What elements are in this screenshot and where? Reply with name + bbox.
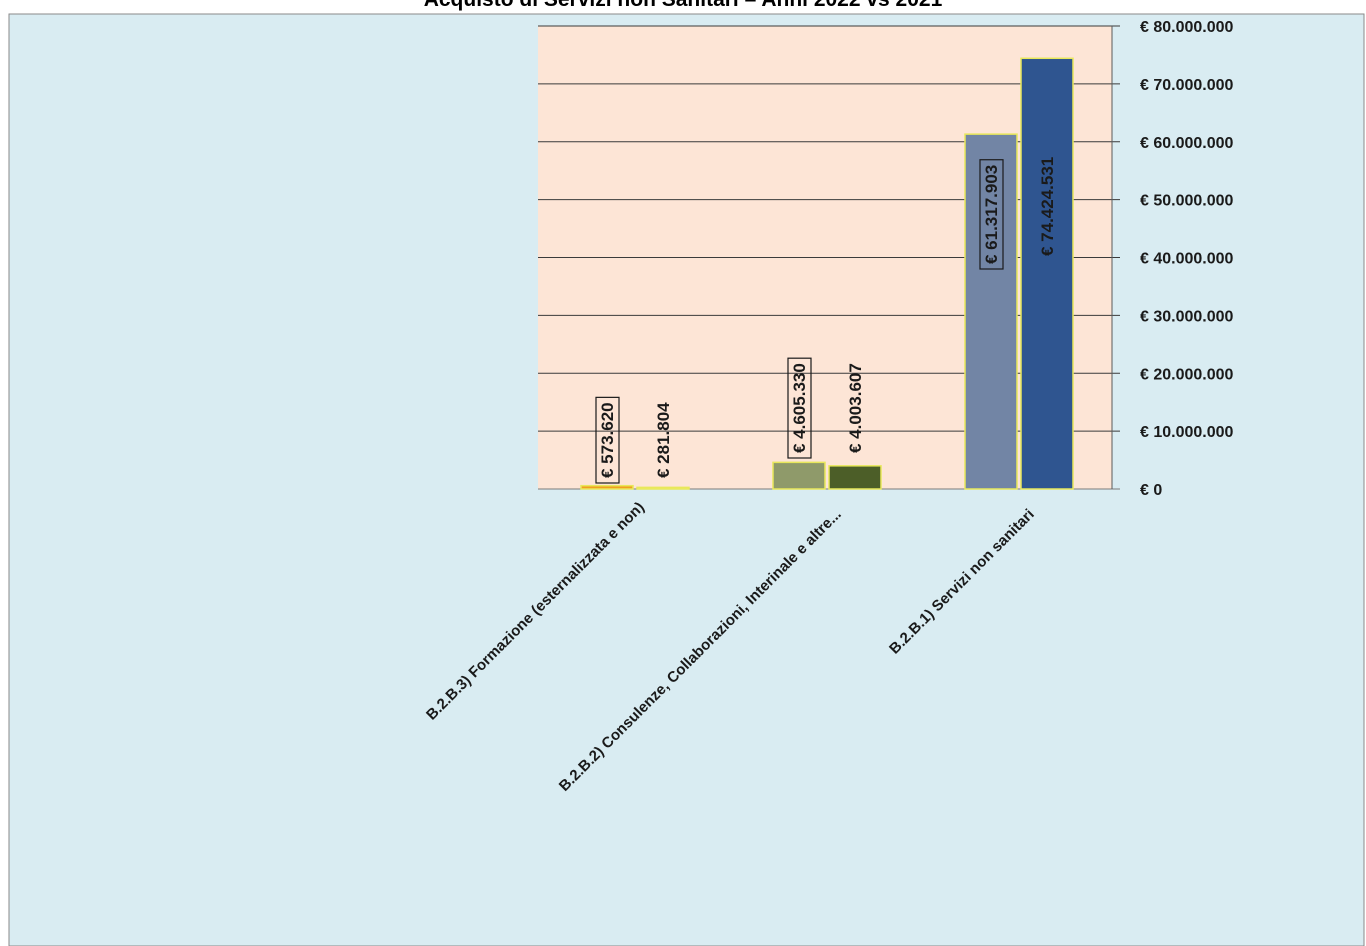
data-label: € 61.317.903 [982, 165, 1001, 264]
y-tick-label: € 40.000.000 [1140, 251, 1234, 268]
data-label-box [787, 357, 812, 459]
y-tick-label: € 10.000.000 [1140, 424, 1234, 441]
data-label: € 74.424.531 [1038, 157, 1057, 256]
bar-series2-2 [1020, 57, 1074, 490]
data-label-group: € 74.424.531 [1038, 157, 1057, 256]
bar-series2-1 [828, 465, 882, 490]
data-label: € 573.620 [598, 402, 617, 478]
data-label-group: € 573.620 [595, 396, 620, 484]
y-tick-label: € 20.000.000 [1140, 366, 1234, 383]
data-label-box [595, 396, 620, 484]
data-labels: € 573.620 € 281.804 € 4.605.330 € 4.003.607… [595, 157, 1057, 484]
bar-series2-0 [636, 486, 690, 490]
y-axis-ticks: € 0 € 10.000.000 € 20.000.000 € 30.000.000 €… [1140, 19, 1234, 499]
y-tick-label: € 50.000.000 [1140, 193, 1234, 210]
data-label-group: € 61.317.903 [979, 159, 1004, 270]
y-tick-label: € 30.000.000 [1140, 308, 1234, 325]
y-tick-label: € 60.000.000 [1140, 135, 1234, 152]
bars [580, 57, 1074, 490]
data-label-group: € 4.003.607 [846, 363, 865, 453]
data-label-group: € 4.605.330 [787, 357, 812, 459]
bar-series1-2 [964, 133, 1018, 490]
chart-title: Acquisto di Servizi non Sanitari – Anni … [0, 0, 1366, 12]
y-tick-label: € 0 [1140, 482, 1162, 499]
y-tick-label: € 70.000.000 [1140, 77, 1234, 94]
data-label-box [979, 159, 1004, 270]
data-label: € 281.804 [654, 402, 673, 478]
data-label-group: € 281.804 [654, 402, 673, 478]
data-label: € 4.003.607 [846, 363, 865, 453]
y-tick-label: € 80.000.000 [1140, 19, 1234, 36]
bar-series1-0 [580, 484, 634, 490]
data-label: € 4.605.330 [790, 363, 809, 453]
bar-series1-1 [772, 461, 826, 490]
